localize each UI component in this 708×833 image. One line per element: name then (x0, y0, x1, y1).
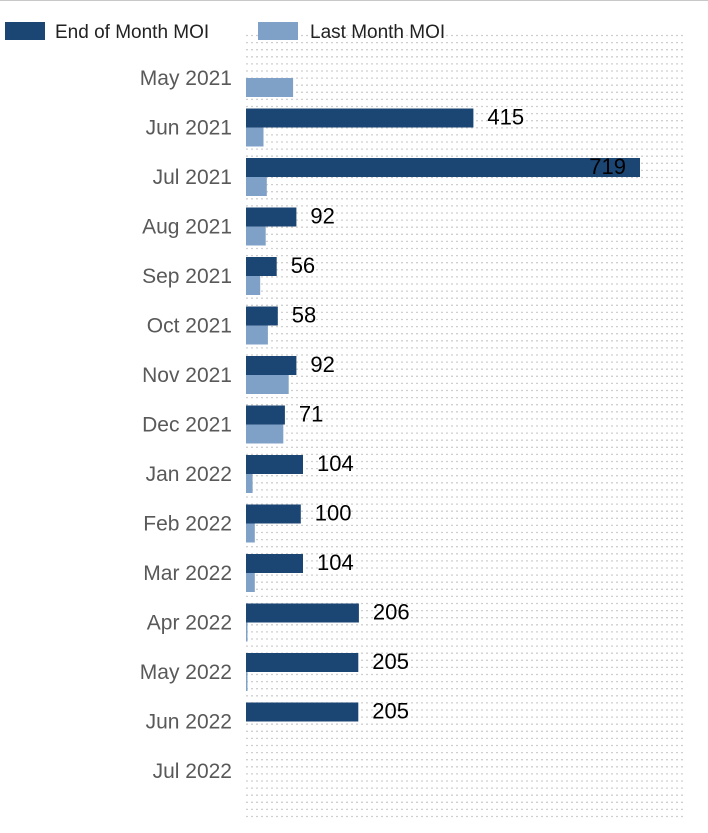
category-label-jul-2021: Jul 2021 (153, 166, 232, 189)
category-label-aug-2021: Aug 2021 (142, 216, 232, 239)
category-label-mar-2022: Mar 2022 (143, 562, 232, 585)
bar-last-month-aug-2021 (246, 226, 266, 246)
category-label-jun-2022: Jun 2022 (146, 711, 232, 734)
category-label-may-2022: May 2022 (140, 661, 232, 684)
category-label-feb-2022: Feb 2022 (143, 513, 232, 536)
data-label-jun-2021: 415 (487, 105, 524, 130)
category-label-jan-2022: Jan 2022 (146, 463, 232, 486)
legend-label-last-month: Last Month MOI (310, 22, 445, 43)
data-label-jan-2022: 104 (317, 451, 354, 476)
bar-end-of-month-aug-2021 (246, 207, 297, 227)
data-label-dec-2021: 71 (299, 402, 323, 427)
bar-last-month-jan-2022 (246, 474, 253, 493)
bar-last-month-oct-2021 (246, 325, 268, 345)
bar-last-month-apr-2022 (246, 622, 248, 642)
bar-end-of-month-apr-2022 (246, 603, 359, 623)
bar-last-month-sep-2021 (246, 276, 261, 295)
category-label-dec-2021: Dec 2021 (142, 414, 232, 437)
bar-last-month-jun-2021 (246, 127, 264, 147)
bar-last-month-mar-2022 (246, 573, 255, 592)
data-label-mar-2022: 104 (317, 550, 354, 575)
data-labels: 415 719 92 56 58 92 71 104 100 104 206 205 205 (291, 105, 626, 724)
legend-swatch-last-month (258, 22, 298, 40)
bar-last-month-may-2022 (246, 672, 248, 691)
legend-label-end-of-month: End of Month MOI (55, 22, 209, 43)
data-label-feb-2022: 100 (315, 501, 352, 526)
data-label-sep-2021: 56 (291, 253, 315, 278)
bar-last-month-jul-2021 (246, 177, 267, 196)
bar-end-of-month-nov-2021 (246, 356, 297, 375)
bar-end-of-month-feb-2022 (246, 504, 301, 524)
category-label-nov-2021: Nov 2021 (142, 364, 232, 387)
data-label-apr-2022: 206 (373, 600, 410, 625)
category-label-jul-2022: Jul 2022 (153, 760, 232, 783)
data-label-oct-2021: 58 (292, 303, 316, 328)
bar-end-of-month-oct-2021 (246, 306, 278, 326)
bar-end-of-month-may-2022 (246, 653, 359, 672)
data-label-may-2022: 205 (372, 649, 409, 674)
bar-end-of-month-jan-2022 (246, 455, 303, 474)
legend: End of Month MOI Last Month MOI (5, 22, 445, 43)
legend-swatch-end-of-month (5, 22, 45, 40)
bar-last-month-may-2021 (246, 78, 294, 97)
bar-last-month-nov-2021 (246, 375, 289, 394)
bar-end-of-month-mar-2022 (246, 554, 303, 573)
category-label-sep-2021: Sep 2021 (142, 265, 232, 288)
category-label-may-2021: May 2021 (140, 67, 232, 90)
bar-end-of-month-dec-2021 (246, 405, 285, 425)
category-label-jun-2021: Jun 2021 (146, 117, 232, 140)
bar-end-of-month-jul-2021 (246, 158, 640, 177)
data-label-jul-2021: 719 (589, 154, 626, 179)
bar-last-month-dec-2021 (246, 424, 284, 444)
bar-end-of-month-jun-2021 (246, 108, 474, 128)
data-label-aug-2021: 92 (310, 204, 334, 229)
bar-last-month-feb-2022 (246, 523, 255, 543)
bars (246, 78, 640, 722)
category-label-apr-2022: Apr 2022 (147, 612, 232, 635)
category-axis: May 2021 Jun 2021 Jul 2021 Aug 2021 Sep 2021… (140, 67, 232, 783)
category-label-oct-2021: Oct 2021 (147, 315, 232, 338)
bar-end-of-month-jun-2022 (246, 702, 359, 722)
data-label-nov-2021: 92 (310, 352, 334, 377)
bar-end-of-month-sep-2021 (246, 257, 277, 276)
data-label-jun-2022: 205 (372, 699, 409, 724)
